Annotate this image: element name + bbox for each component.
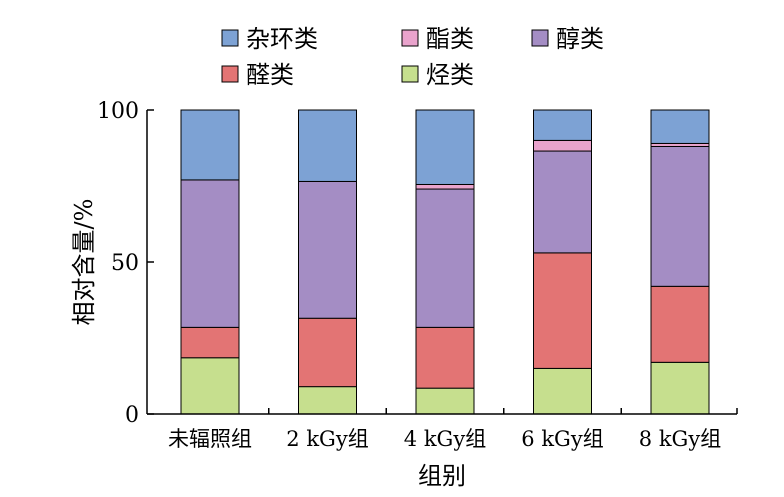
y-ticks: 0 50 100 [97, 99, 154, 428]
x-axis-title: 组别 [418, 462, 466, 490]
bar-segment-4-series-5 [533, 109, 592, 141]
bar-segment-2-series-2 [298, 317, 357, 388]
bar-segment-5-series-5 [650, 109, 710, 144]
legend-swatch-1 [221, 29, 239, 47]
y-tick-label-1: 0 [125, 403, 139, 428]
legend-swatch-3 [531, 29, 549, 47]
bar-segment-3-series-2 [415, 326, 475, 389]
y-tick-label-2: 50 [111, 251, 139, 276]
bar-segment-1-series-3 [180, 179, 240, 328]
bar-segment-2-series-3 [298, 180, 357, 319]
legend-label-5: 烃类 [426, 61, 474, 89]
bar-segment-1-series-2 [180, 326, 240, 359]
x-tick-label-2: 2 kGy组 [286, 427, 368, 451]
x-ticks: 未辐照组 2 kGy组 4 kGy组 6 kGy组 8 kGy组 [168, 408, 738, 451]
bar-segment-4-series-4 [533, 139, 592, 152]
bar-segment-4-series-3 [533, 150, 592, 254]
legend-label-4: 醛类 [246, 61, 294, 89]
legend-label-3: 醇类 [556, 25, 604, 53]
bar-segment-2-series-5 [298, 109, 357, 182]
legend-swatch-4 [221, 65, 239, 83]
bar-segment-1-series-5 [180, 109, 240, 181]
bars-layer [180, 109, 710, 415]
y-tick-label-3: 100 [97, 99, 139, 124]
bar-segment-3-series-1 [415, 387, 475, 415]
legend-label-1: 杂环类 [246, 25, 318, 53]
x-tick-label-5: 8 kGy组 [639, 427, 721, 451]
bar-segment-1-series-1 [180, 357, 240, 415]
bar-segment-3-series-4 [415, 183, 475, 190]
x-tick-label-1: 未辐照组 [168, 427, 252, 451]
bar-segment-2-series-1 [298, 386, 357, 415]
x-tick-label-3: 4 kGy组 [404, 427, 486, 451]
bar-segment-3-series-3 [415, 188, 475, 328]
legend-label-2: 酯类 [426, 25, 474, 53]
y-axis-title: 相对含量/% [70, 199, 98, 326]
x-tick-label-4: 6 kGy组 [521, 427, 603, 451]
legend-swatch-2 [401, 29, 419, 47]
bar-segment-5-series-2 [650, 285, 710, 363]
bar-segment-5-series-3 [650, 145, 710, 287]
legend-swatch-5 [401, 65, 419, 83]
bar-segment-5-series-1 [650, 361, 710, 415]
bar-segment-4-series-1 [533, 367, 592, 415]
bar-segment-3-series-5 [415, 109, 475, 185]
bar-segment-4-series-2 [533, 252, 592, 369]
